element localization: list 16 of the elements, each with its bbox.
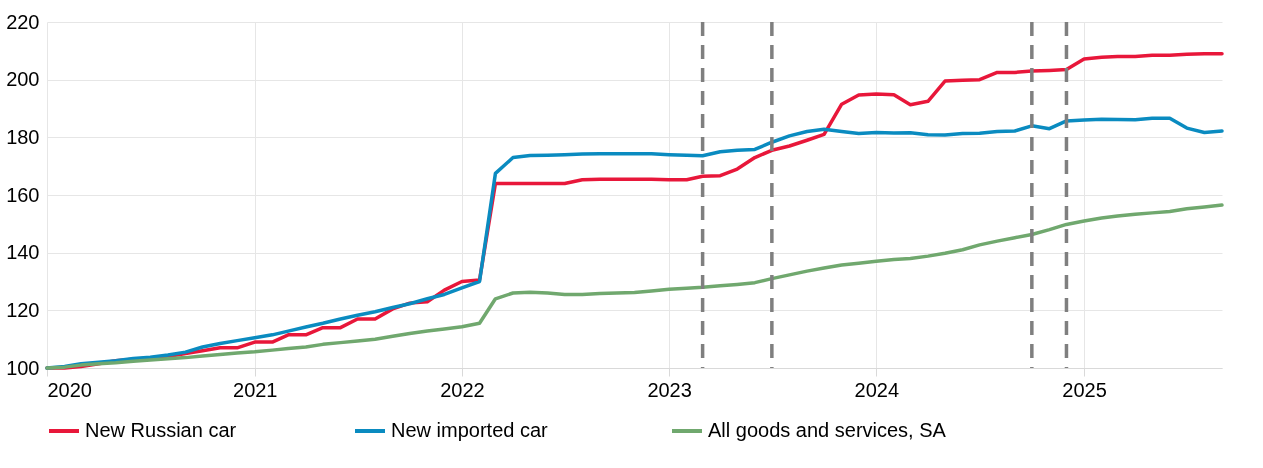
y-tick-label: 200: [6, 68, 40, 91]
y-tick-label: 140: [6, 241, 40, 264]
y-tick-label: 220: [6, 10, 40, 33]
legend-label: New imported car: [391, 419, 549, 441]
x-tick-label: 2024: [854, 378, 900, 401]
y-tick-label: 100: [6, 356, 40, 379]
x-tick-label: 2021: [233, 378, 278, 401]
x-tick-label: 2025: [1062, 378, 1107, 401]
y-tick-label: 180: [6, 125, 40, 148]
y-tick-label: 160: [6, 183, 40, 206]
x-tick-label: 2022: [440, 378, 485, 401]
x-tick-label: 2023: [647, 378, 692, 401]
legend-label: All goods and services, SA: [708, 419, 947, 441]
legend-label: New Russian car: [85, 419, 237, 441]
x-tick-label: 2020: [47, 378, 92, 401]
y-tick-label: 120: [6, 298, 40, 321]
